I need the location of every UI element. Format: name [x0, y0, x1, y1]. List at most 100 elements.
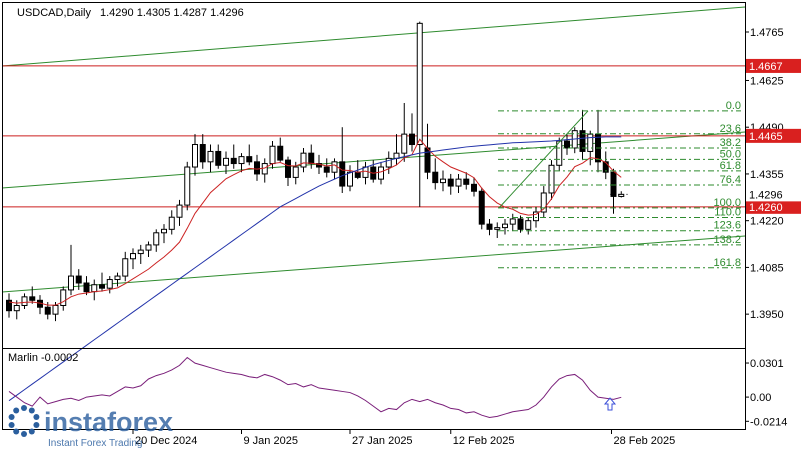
level-price-label: 1.4667 — [749, 61, 783, 73]
indicator-tick-label: -0.0214 — [750, 416, 787, 428]
bear-candle-body — [285, 159, 291, 178]
bear-candle-body — [199, 144, 206, 163]
fibonacci-level-label: 123.6 — [713, 220, 741, 232]
bear-candle-body — [432, 171, 439, 184]
bull-candle-body — [21, 296, 28, 306]
bull-candle-body — [223, 157, 229, 166]
bear-candle-body — [463, 178, 470, 185]
bull-candle-body — [184, 166, 191, 206]
trend-channel-line — [1, 235, 746, 293]
bear-candle-body — [409, 133, 415, 146]
bull-candle-body — [145, 244, 152, 251]
trend-channel-line — [1, 6, 746, 67]
bull-candle-body — [168, 216, 175, 230]
bear-candle-body — [354, 171, 361, 178]
price-tick-label: 1.4765 — [750, 27, 784, 39]
bear-candle-body — [579, 130, 586, 152]
bull-candle-body — [331, 161, 338, 173]
bear-candle-body — [308, 152, 315, 165]
bull-candle-body — [378, 166, 384, 180]
bear-candle-body — [478, 190, 485, 225]
bear-candle-body — [75, 275, 82, 284]
fibonacci-level-label: 161.8 — [713, 257, 741, 269]
fibonacci-anchor-line — [498, 110, 589, 209]
bull-candle-body — [192, 144, 198, 168]
bull-candle-body — [556, 140, 563, 166]
bull-candle-body — [525, 220, 532, 230]
date-label: 9 Jan 2025 — [244, 435, 298, 447]
bear-candle-body — [471, 183, 477, 192]
bear-candle-body — [564, 140, 570, 149]
bull-candle-body — [509, 218, 516, 225]
bull-candle-body — [440, 178, 446, 184]
price-tick-label: 1.4085 — [750, 262, 784, 274]
fibonacci-level-label: 61.8 — [720, 160, 741, 172]
fibonacci-level-label: 100.0 — [713, 197, 741, 209]
fibonacci-level-label: 0.0 — [726, 100, 741, 112]
bull-candle-body — [416, 22, 423, 146]
fibonacci-level-label: 38.2 — [720, 137, 741, 149]
bear-candle-body — [44, 306, 51, 315]
bull-candle-body — [540, 192, 547, 213]
bull-candle-body — [300, 152, 307, 168]
level-price-label: 1.4465 — [749, 131, 783, 143]
bear-candle-body — [447, 178, 454, 187]
slow-moving-average — [8, 136, 622, 402]
bear-candle-body — [323, 166, 330, 173]
bull-candle-body — [68, 275, 74, 291]
level-price-label: 1.4260 — [749, 202, 783, 214]
bear-candle-body — [83, 282, 90, 293]
symbol-header: USDCAD,Daily — [17, 7, 91, 19]
bull-candle-body — [385, 157, 392, 168]
up-arrow-icon — [603, 397, 617, 411]
indicator-tick-label: 0.0301 — [750, 358, 784, 370]
bull-candle-body — [347, 171, 353, 187]
price-tick-label: 1.4625 — [750, 75, 784, 87]
chart-frame — [2, 2, 746, 430]
fibonacci-level-label: 50.0 — [720, 148, 741, 160]
bull-candle-body — [401, 133, 408, 154]
bear-candle-body — [254, 161, 260, 175]
bull-candle-body — [362, 166, 369, 178]
level-price-box — [746, 199, 801, 214]
date-label: 20 Dec 2024 — [135, 435, 197, 447]
bull-candle-body — [502, 223, 508, 229]
logo-wordmark: instaforex — [44, 407, 173, 437]
level-price-box — [746, 128, 801, 143]
bear-candle-body — [486, 223, 493, 230]
indicator-tick-label: 0.00 — [750, 392, 771, 404]
bear-candle-body — [246, 156, 253, 163]
bear-candle-body — [602, 161, 609, 173]
trend-channel-line — [1, 131, 746, 189]
bull-candle-body — [161, 228, 167, 234]
date-label: 12 Feb 2025 — [453, 435, 515, 447]
bear-candle-body — [215, 150, 222, 166]
bull-candle-body — [587, 133, 594, 152]
bull-candle-body — [455, 178, 462, 187]
bear-candle-body — [339, 161, 346, 187]
bull-candle-body — [176, 204, 183, 218]
bull-candle-body — [60, 289, 67, 306]
bull-candle-body — [13, 304, 20, 312]
bull-candle-body — [106, 279, 113, 289]
level-price-box — [746, 58, 801, 73]
bull-candle-body — [130, 253, 136, 260]
price-tick-label: 1.4220 — [750, 216, 784, 228]
price-tick-label: 1.3950 — [750, 309, 784, 321]
current-price-box — [746, 187, 801, 202]
date-label: 27 Jan 2025 — [352, 435, 413, 447]
bear-candle-body — [610, 171, 617, 197]
fibonacci-level-label: 110.0 — [714, 207, 741, 219]
bull-candle-body — [292, 166, 299, 178]
bull-candle-body — [548, 164, 555, 194]
fast-moving-average — [8, 138, 622, 306]
indicator-header: Marlin -0.0002 — [8, 352, 78, 364]
date-label: 28 Feb 2025 — [614, 435, 676, 447]
fibonacci-level-label: 23.6 — [720, 123, 741, 135]
bull-candle-body — [494, 227, 501, 230]
bear-candle-body — [230, 157, 237, 165]
bull-candle-body — [91, 284, 98, 293]
marlin-oscillator-line — [8, 356, 622, 418]
bear-candle-body — [517, 218, 524, 230]
